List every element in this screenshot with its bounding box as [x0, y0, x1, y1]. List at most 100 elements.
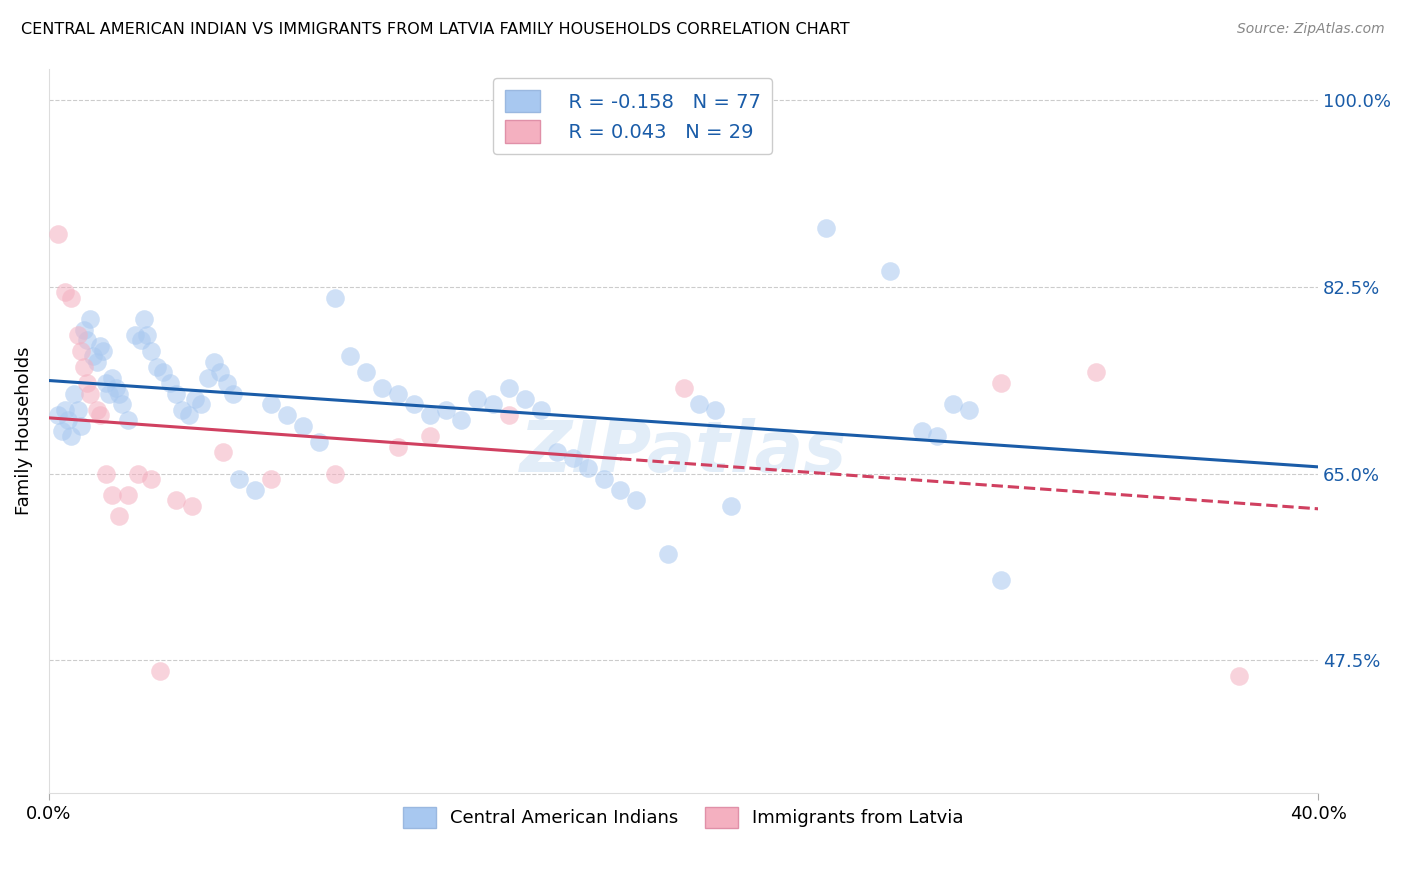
Point — [672, 381, 695, 395]
Point — [60, 291, 83, 305]
Point — [152, 365, 174, 379]
Point — [498, 381, 520, 395]
Point — [990, 573, 1012, 587]
Point — [53, 402, 76, 417]
Point — [228, 472, 250, 486]
Point — [815, 221, 838, 235]
Point — [107, 509, 129, 524]
Point — [165, 386, 187, 401]
Point — [561, 450, 583, 465]
Point — [101, 370, 124, 384]
Point — [1227, 669, 1250, 683]
Point — [69, 418, 91, 433]
Point — [66, 402, 89, 417]
Point — [76, 334, 98, 348]
Point — [56, 413, 79, 427]
Point — [576, 461, 599, 475]
Point — [184, 392, 207, 406]
Point — [149, 664, 172, 678]
Point — [177, 408, 200, 422]
Point — [202, 354, 225, 368]
Point — [86, 402, 108, 417]
Point — [546, 445, 568, 459]
Point — [117, 488, 139, 502]
Point — [98, 386, 121, 401]
Point — [53, 285, 76, 300]
Point — [688, 397, 710, 411]
Point — [387, 386, 409, 401]
Point — [260, 472, 283, 486]
Point — [48, 227, 70, 241]
Point — [69, 343, 91, 358]
Point — [129, 334, 152, 348]
Point — [879, 264, 901, 278]
Point — [73, 359, 96, 374]
Point — [465, 392, 488, 406]
Point — [419, 408, 441, 422]
Y-axis label: Family Households: Family Households — [15, 347, 32, 516]
Point — [79, 386, 101, 401]
Point — [51, 424, 73, 438]
Point — [402, 397, 425, 411]
Point — [434, 402, 457, 417]
Point — [513, 392, 536, 406]
Point — [134, 312, 156, 326]
Point — [593, 472, 616, 486]
Point — [73, 323, 96, 337]
Point — [450, 413, 472, 427]
Legend: Central American Indians, Immigrants from Latvia: Central American Indians, Immigrants fro… — [396, 800, 972, 835]
Point — [212, 445, 235, 459]
Point — [990, 376, 1012, 390]
Point — [323, 291, 346, 305]
Point — [197, 370, 219, 384]
Point — [291, 418, 314, 433]
Point — [63, 386, 86, 401]
Point — [86, 354, 108, 368]
Point — [60, 429, 83, 443]
Point — [66, 328, 89, 343]
Point — [356, 365, 378, 379]
Point — [127, 467, 149, 481]
Point — [609, 483, 631, 497]
Point — [245, 483, 267, 497]
Point — [139, 472, 162, 486]
Point — [190, 397, 212, 411]
Point — [124, 328, 146, 343]
Point — [76, 376, 98, 390]
Point — [209, 365, 232, 379]
Point — [339, 349, 361, 363]
Point — [146, 359, 169, 374]
Point — [260, 397, 283, 411]
Point — [104, 381, 127, 395]
Point — [79, 312, 101, 326]
Point — [482, 397, 505, 411]
Text: Source: ZipAtlas.com: Source: ZipAtlas.com — [1237, 22, 1385, 37]
Point — [94, 376, 117, 390]
Point — [136, 328, 159, 343]
Point — [222, 386, 245, 401]
Point — [94, 467, 117, 481]
Point — [165, 493, 187, 508]
Point — [172, 402, 194, 417]
Point — [371, 381, 394, 395]
Point — [530, 402, 553, 417]
Point — [624, 493, 647, 508]
Point — [215, 376, 238, 390]
Point — [704, 402, 727, 417]
Point — [159, 376, 181, 390]
Point — [942, 397, 965, 411]
Point — [91, 343, 114, 358]
Point — [101, 488, 124, 502]
Point — [180, 499, 202, 513]
Point — [139, 343, 162, 358]
Point — [323, 467, 346, 481]
Point — [498, 408, 520, 422]
Point — [720, 499, 742, 513]
Point — [419, 429, 441, 443]
Point — [89, 339, 111, 353]
Point — [910, 424, 932, 438]
Point — [657, 547, 679, 561]
Text: CENTRAL AMERICAN INDIAN VS IMMIGRANTS FROM LATVIA FAMILY HOUSEHOLDS CORRELATION : CENTRAL AMERICAN INDIAN VS IMMIGRANTS FR… — [21, 22, 849, 37]
Point — [117, 413, 139, 427]
Point — [957, 402, 980, 417]
